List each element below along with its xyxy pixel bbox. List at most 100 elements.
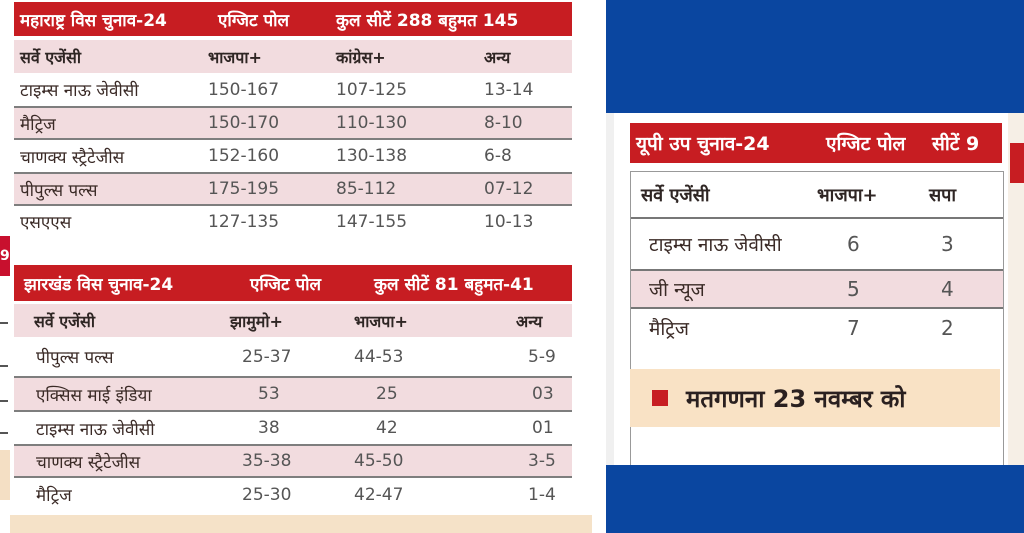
edge-strip: [0, 450, 10, 500]
table-row: पीपुल्स पल्स 175-195 85-112 07-12: [14, 172, 572, 205]
jharkhand-header: झारखंड विस चुनाव-24 एग्जिट पोल कुल सीटें…: [14, 265, 572, 301]
bottom-cropped-strip: [0, 515, 592, 533]
value-cell: 3-5: [480, 444, 572, 477]
jharkhand-table: सर्वे एजेंसी झामुमो+ भाजपा+ अन्य पीपुल्स…: [14, 304, 572, 511]
table-row: चाणक्य स्ट्रैटेजीस 35-38 45-50 3-5: [14, 444, 572, 477]
value-cell: 5: [817, 269, 929, 308]
value-cell: 35-38: [212, 444, 340, 477]
maharashtra-header: महाराष्ट्र विस चुनाव-24 एग्जिट पोल कुल स…: [14, 2, 572, 36]
up-header: यूपी उप चुनाव-24 एग्जिट पोल सीटें 9: [630, 123, 1002, 163]
agency-name: जी न्यूज: [631, 269, 817, 308]
value-cell: 4: [929, 269, 1003, 308]
agency-name: टाइम्स नाऊ जेवीसी: [20, 81, 139, 101]
maharashtra-title: महाराष्ट्र विस चुनाव-24: [20, 10, 167, 31]
table-row: एक्सिस माई इंडिया 53 25 03: [14, 376, 572, 411]
value-cell: 07-12: [484, 172, 572, 205]
value-cell: 25-30: [212, 476, 340, 511]
up-summary: सीटें 9: [932, 133, 980, 155]
up-table: सर्वे एजेंसी भाजपा+ सपा टाइम्स नाऊ जेवीस…: [631, 172, 1003, 346]
table-row: चाणक्य स्ट्रैटेजीस 152-160 130-138 6-8: [14, 138, 572, 173]
value-cell: 175-195: [208, 172, 336, 205]
up-title: यूपी उप चुनाव-24: [636, 133, 770, 155]
up-column-headers: सर्वे एजेंसी भाजपा+ सपा: [631, 172, 1003, 218]
value-cell: 10-13: [484, 204, 572, 237]
value-cell: 25: [340, 376, 480, 411]
col-header: सर्वे एजेंसी: [14, 40, 208, 73]
col-header: सर्वे एजेंसी: [641, 184, 710, 206]
value-cell: 03: [480, 376, 572, 411]
table-row: पीपुल्स पल्स 25-37 44-53 5-9: [14, 337, 572, 377]
value-cell: 42: [340, 410, 480, 445]
agency-name: चाणक्य स्ट्रैटेजीस: [14, 444, 212, 477]
value-cell: 53: [212, 376, 340, 411]
value-cell: 42-47: [340, 476, 480, 511]
table-row: टाइम्स नाऊ जेवीसी 150-167 107-125 13-14: [14, 73, 572, 107]
agency-name: मैट्रिज: [14, 106, 208, 139]
value-cell: 6-8: [484, 138, 572, 173]
table-row: टाइम्स नाऊ जेवीसी 38 42 01: [14, 410, 572, 445]
table-row: टाइम्स नाऊ जेवीसी 6 3: [631, 217, 1003, 270]
col-header: भाजपा+: [208, 40, 336, 73]
maharashtra-exit-poll-label: एग्जिट पोल: [218, 10, 290, 31]
edge-tick: [0, 432, 8, 434]
panel-divider: [592, 0, 606, 533]
up-exit-poll-label: एग्जिट पोल: [826, 133, 906, 155]
col-header: अन्य: [484, 40, 572, 73]
blue-background-top: [606, 0, 1024, 113]
value-cell: 01: [480, 410, 572, 445]
value-cell: 147-155: [336, 204, 484, 237]
value-cell: 152-160: [208, 138, 336, 173]
agency-name: टाइम्स नाऊ जेवीसी: [631, 217, 817, 270]
jharkhand-column-headers: सर्वे एजेंसी झामुमो+ भाजपा+ अन्य: [14, 304, 572, 337]
value-cell: 25-37: [242, 346, 292, 367]
blue-background-bottom: [606, 465, 1024, 533]
red-square-bullet-icon: [652, 390, 668, 406]
value-cell: 85-112: [336, 172, 484, 205]
value-cell: 150-170: [208, 106, 336, 139]
jharkhand-title: झारखंड विस चुनाव-24: [24, 274, 174, 295]
value-cell: 110-130: [336, 106, 484, 139]
value-cell: 7: [817, 307, 929, 346]
col-header: सपा: [929, 184, 957, 206]
value-cell: 45-50: [340, 444, 480, 477]
value-cell: 3: [929, 217, 1003, 270]
up-table-box: सर्वे एजेंसी भाजपा+ सपा टाइम्स नाऊ जेवीस…: [630, 171, 1004, 465]
edge-tick: [0, 322, 8, 324]
value-cell: 130-138: [336, 138, 484, 173]
agency-name: पीपुल्स पल्स: [14, 172, 208, 205]
counting-date-box: मतगणना 23 नवम्बर को: [630, 369, 1000, 427]
counting-date-text: मतगणना 23 नवम्बर को: [686, 384, 906, 413]
agency-name: एक्सिस माई इंडिया: [14, 376, 212, 411]
edge-tick: [0, 365, 8, 367]
agency-name: मैट्रिज: [14, 476, 212, 511]
agency-name: एसएएस: [14, 204, 208, 237]
up-bypoll-panel: यूपी उप चुनाव-24 एग्जिट पोल सीटें 9 सर्व…: [606, 113, 1024, 465]
right-panel-right-edge: [1008, 113, 1024, 465]
col-header: भाजपा+: [817, 184, 878, 206]
col-header: अन्य: [480, 304, 572, 337]
value-cell: 6: [817, 217, 929, 270]
col-header: भाजपा+: [340, 304, 480, 337]
edge-badge: 9: [0, 236, 10, 276]
value-cell: 13-14: [484, 79, 534, 100]
maharashtra-table: सर्वे एजेंसी भाजपा+ कांग्रेस+ अन्य टाइम्…: [14, 40, 572, 237]
jharkhand-summary: कुल सीटें 81 बहुमत-41: [374, 274, 534, 295]
maharashtra-summary: कुल सीटें 288 बहुमत 145: [336, 10, 519, 31]
edge-tick: [0, 400, 8, 402]
table-row: एसएएस 127-135 147-155 10-13: [14, 204, 572, 237]
col-header: कांग्रेस+: [336, 40, 484, 73]
value-cell: 44-53: [354, 346, 404, 367]
right-panel-edge-accent: [1010, 143, 1024, 183]
table-row: मैट्रिज 7 2: [631, 307, 1003, 346]
agency-name: टाइम्स नाऊ जेवीसी: [14, 410, 212, 445]
value-cell: 38: [212, 410, 340, 445]
right-panel-left-edge: [606, 113, 614, 465]
table-row: जी न्यूज 5 4: [631, 269, 1003, 308]
col-header: सर्वे एजेंसी: [14, 304, 212, 337]
agency-name: चाणक्य स्ट्रैटेजीस: [14, 138, 208, 173]
table-row: मैट्रिज 25-30 42-47 1-4: [14, 476, 572, 511]
agency-name: पीपुल्स पल्स: [36, 348, 114, 368]
edge-badge-text: 9: [0, 248, 10, 264]
col-header: झामुमो+: [212, 304, 340, 337]
left-newspaper-panel: महाराष्ट्र विस चुनाव-24 एग्जिट पोल कुल स…: [0, 0, 592, 533]
